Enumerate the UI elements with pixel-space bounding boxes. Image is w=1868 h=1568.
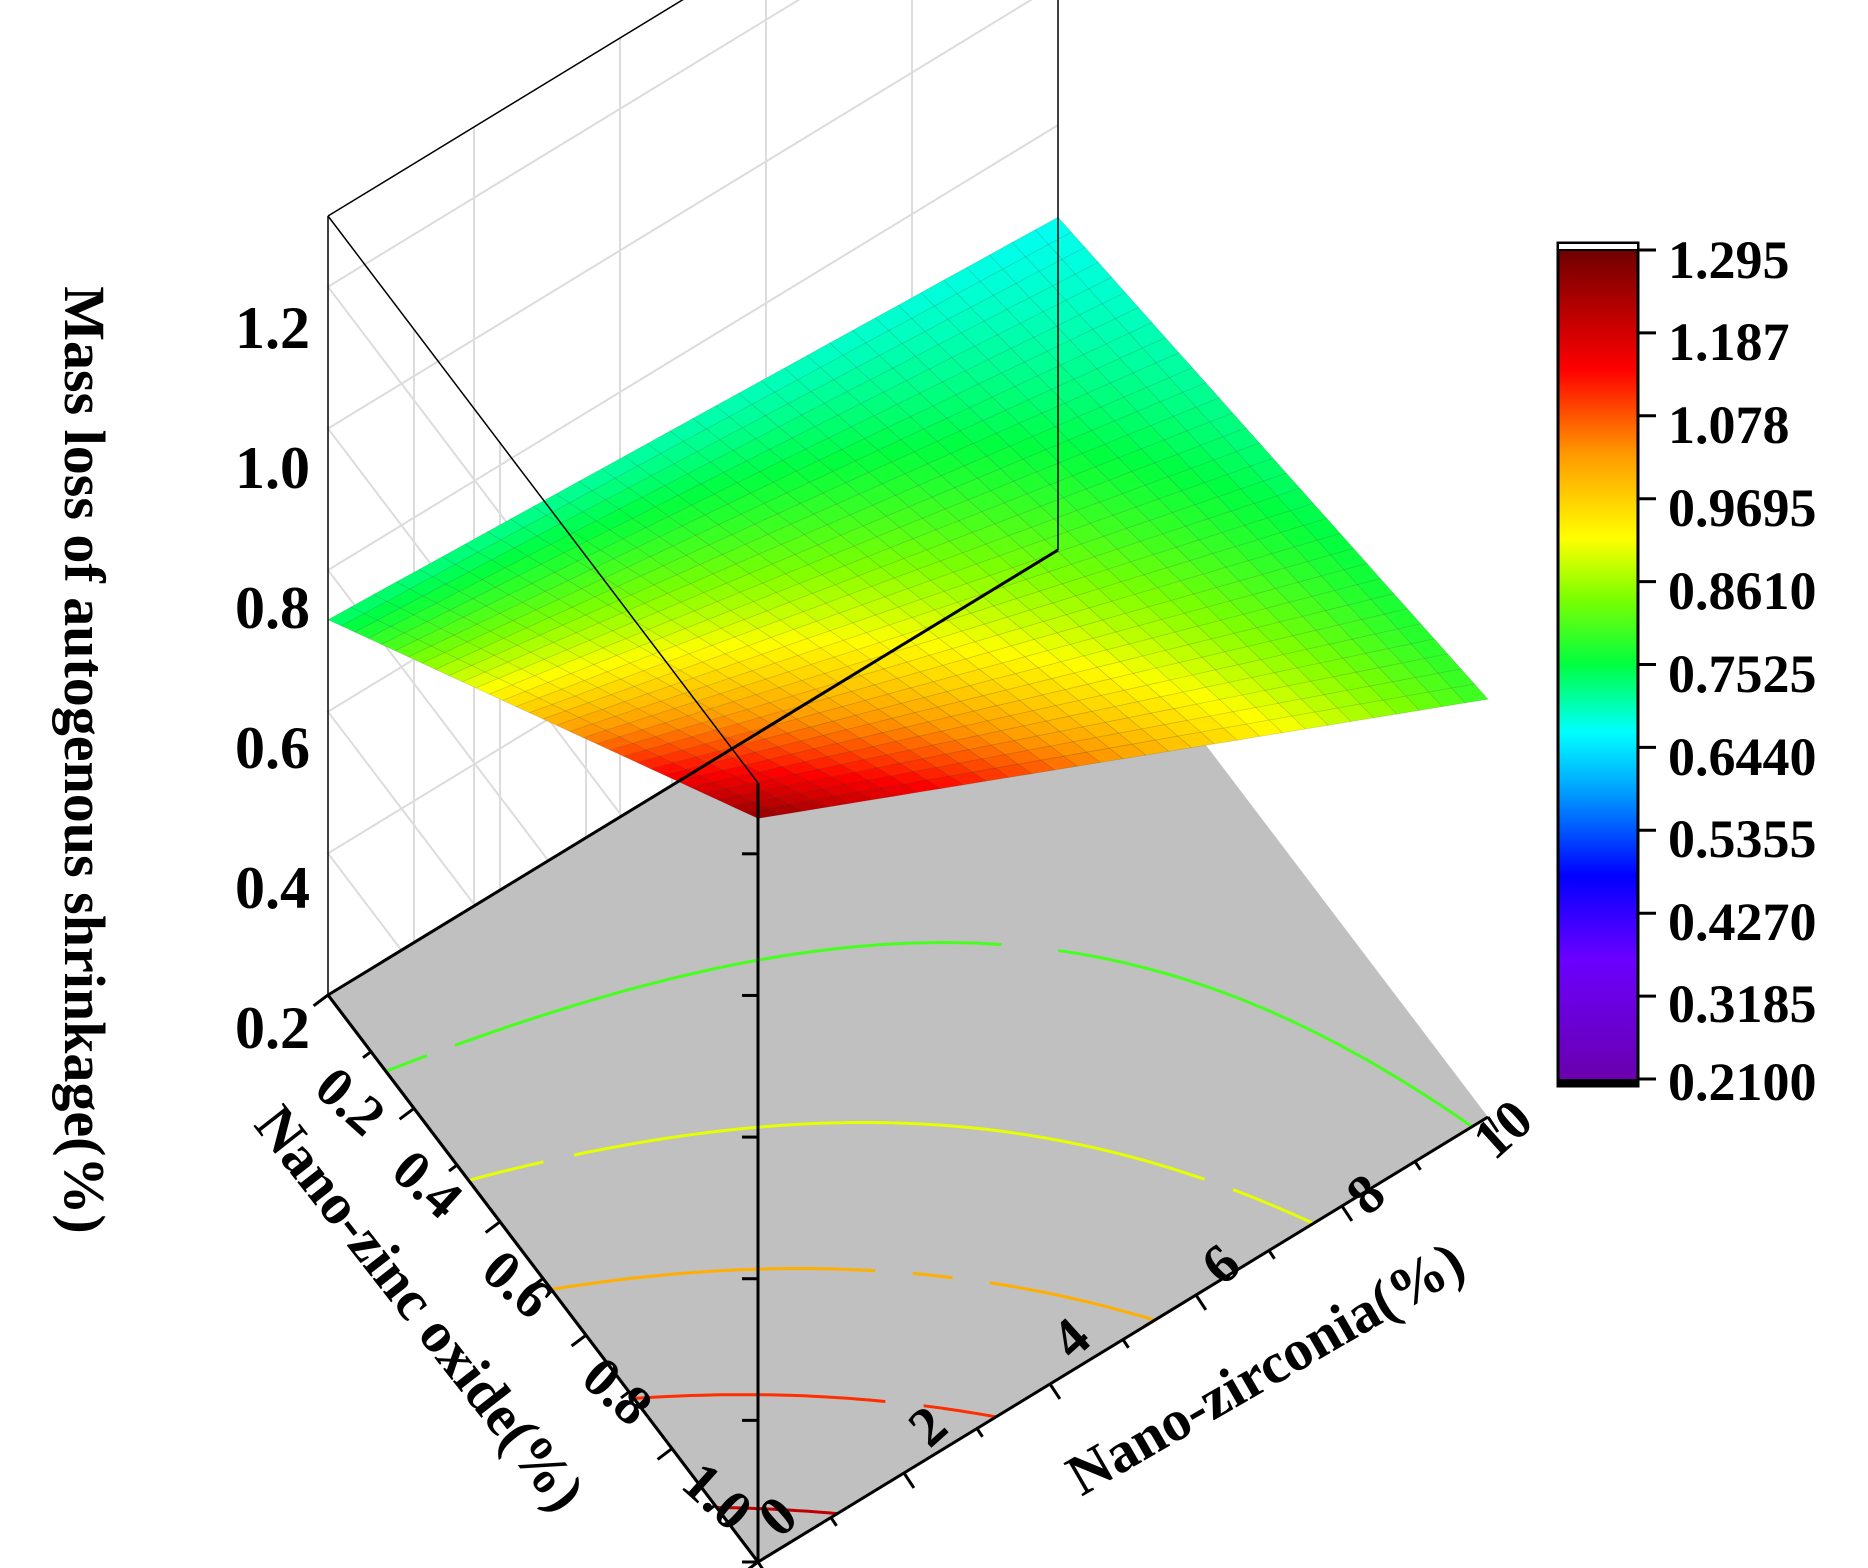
- y-tick: [656, 1447, 673, 1461]
- colorbar-label: 0.8610: [1668, 561, 1817, 621]
- colorbar-label: 1.187: [1668, 312, 1790, 372]
- colorbar-top-cap: [1557, 242, 1639, 251]
- colorbar-label: 1.295: [1668, 230, 1790, 290]
- colorbar-label: 1.078: [1668, 395, 1790, 455]
- z-axis-title: Mass loss of autogenous shrinkage(%): [52, 286, 117, 1233]
- x-tick: [1048, 1383, 1062, 1400]
- x-tick: [829, 1516, 838, 1527]
- y-tick: [747, 1560, 759, 1568]
- x-tick: [1413, 1160, 1422, 1171]
- y-tick: [570, 1333, 587, 1348]
- floor-plane: [328, 550, 1488, 1562]
- x-tick: [1340, 1205, 1354, 1222]
- surface-patch: [1451, 683, 1489, 704]
- floor-fill: [328, 550, 1488, 1562]
- z-tick-label: 0.6: [235, 715, 310, 781]
- contour-line: [551, 1267, 1156, 1322]
- colorbar-ticks: [1638, 248, 1656, 1081]
- colorbar-label: 0.5355: [1668, 809, 1817, 869]
- y-tick: [362, 1050, 372, 1059]
- colorbar-labels: 1.295 1.187 1.078 0.9695 0.8610 0.7525 0…: [1668, 230, 1817, 1112]
- z-tick-label: 0.2: [235, 995, 310, 1061]
- contour-line: [385, 941, 1473, 1128]
- floor-edge: [327, 548, 1059, 997]
- colorbar-label: 0.6440: [1668, 727, 1817, 787]
- y-tick: [620, 1390, 630, 1400]
- y-tick: [398, 1107, 415, 1121]
- colorbar-gradient: [1556, 241, 1640, 1088]
- x-tick: [902, 1472, 916, 1489]
- colorbar-label: 0.9695: [1668, 478, 1817, 538]
- y-tick: [534, 1277, 544, 1286]
- z-tick-label: 0.8: [235, 575, 310, 641]
- colorbar-label: 0.2100: [1668, 1052, 1817, 1112]
- x-tick: [1121, 1338, 1130, 1349]
- colorbar-bottom-cap: [1558, 1079, 1638, 1086]
- surface-mesh: [327, 216, 1489, 819]
- y-tick: [484, 1220, 501, 1234]
- colorbar-label: 0.7525: [1668, 644, 1817, 704]
- y-tick: [706, 1504, 716, 1513]
- top-edge: [327, 215, 759, 784]
- y-tick: [448, 1163, 458, 1173]
- z-tick-label: 0.4: [235, 855, 310, 921]
- colorbar: 1.295 1.187 1.078 0.9695 0.8610 0.7525 0…: [1556, 230, 1817, 1112]
- z-tick-labels: 0.2 0.4 0.6 0.8 1.0 1.2: [235, 295, 310, 1061]
- top-edge: [327, 0, 684, 217]
- z-tick-label: 1.2: [235, 295, 310, 361]
- contour-line: [716, 1506, 838, 1516]
- contour-line: [633, 1393, 997, 1419]
- axis-ticks: [312, 852, 1500, 1568]
- x-tick: [975, 1427, 984, 1438]
- y-tick: [312, 993, 329, 1007]
- z-tick-label: 1.0: [235, 435, 310, 501]
- colorbar-label: 0.4270: [1668, 892, 1817, 952]
- x-tick: [1194, 1294, 1208, 1311]
- x-tick: [756, 1561, 764, 1568]
- x-tick: [1486, 1116, 1500, 1133]
- contour-line: [468, 1121, 1315, 1225]
- colorbar-label: 0.3185: [1668, 974, 1817, 1034]
- x-tick: [1267, 1249, 1276, 1260]
